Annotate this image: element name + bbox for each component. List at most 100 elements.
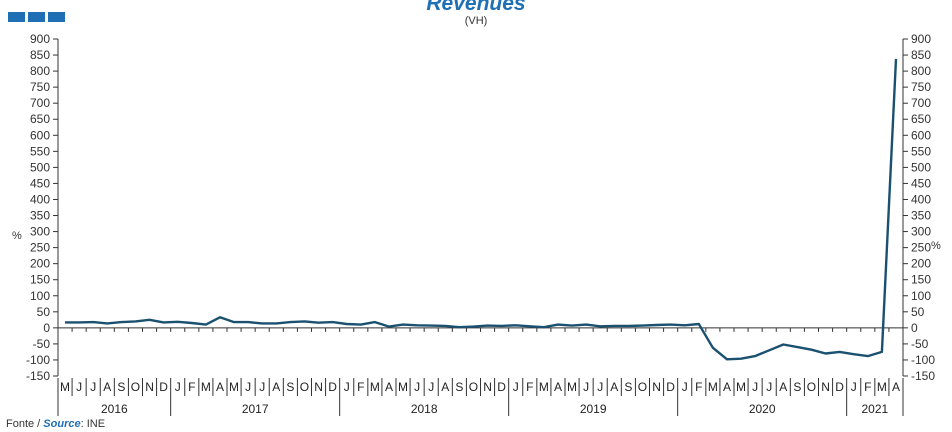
month-label: F [695,380,702,394]
month-label: J [583,380,589,394]
y-tick-label-right: 700 [911,96,931,110]
y-tick-label-right: 850 [911,48,931,62]
y-tick-label-right: 300 [911,225,931,239]
month-label: N [821,380,830,394]
source-suffix: : INE [80,418,106,430]
month-label: J [259,380,265,394]
month-label: J [414,380,420,394]
y-tick-label-left: 150 [30,273,50,287]
month-label: O [469,380,478,394]
chart-title: Revenues [426,0,526,15]
month-label: A [779,380,787,394]
y-tick-label-left: 800 [30,64,50,78]
month-label: M [539,380,549,394]
month-label: F [188,380,195,394]
y-tick-label-left: -100 [26,353,50,367]
year-label: 2020 [749,402,776,416]
month-label: S [793,380,801,394]
month-label: J [175,380,181,394]
y-tick-label-right: 750 [911,80,931,94]
y-tick-label-right: 100 [911,289,931,303]
logo-block [8,12,25,22]
y-axis-label-right: % [931,240,941,252]
month-label: D [666,380,675,394]
month-label: J [90,380,96,394]
month-label: D [159,380,168,394]
month-label: M [398,380,408,394]
y-tick-label-right: -100 [911,353,935,367]
month-label: A [441,380,449,394]
month-label: O [131,380,140,394]
month-label: M [60,380,70,394]
y-tick-label-right: 250 [911,241,931,255]
source-note: Fonte / Source: INE [6,418,105,430]
y-tick-label-right: 350 [911,209,931,223]
month-label: M [201,380,211,394]
year-label: 2016 [101,402,128,416]
y-tick-label-left: 350 [30,209,50,223]
y-tick-label-left: 600 [30,128,50,142]
month-label: S [455,380,463,394]
y-tick-label-right: 50 [911,305,925,319]
month-label: S [286,380,294,394]
source-prefix: Fonte / [6,418,44,430]
y-tick-label-left: 50 [37,305,51,319]
y-tick-label-left: 100 [30,289,50,303]
month-label: A [216,380,224,394]
y-tick-label-right: 900 [911,32,931,46]
month-label: J [682,380,688,394]
chart-subtitle: (VH) [464,15,488,27]
month-label: F [864,380,871,394]
y-tick-label-right: 450 [911,176,931,190]
month-label: M [877,380,887,394]
y-tick-label-left: 300 [30,225,50,239]
y-tick-label-right: 150 [911,273,931,287]
y-tick-label-right: 500 [911,160,931,174]
month-label: J [344,380,350,394]
month-label: M [229,380,239,394]
y-tick-label-left: -50 [33,337,51,351]
y-tick-label-left: 250 [30,241,50,255]
month-label: D [835,380,844,394]
y-tick-label-left: -150 [26,369,50,383]
y-tick-label-left: 850 [30,48,50,62]
y-tick-label-left: 750 [30,80,50,94]
month-label: A [554,380,562,394]
y-tick-label-right: -50 [911,337,929,351]
month-label: J [766,380,772,394]
month-label: A [610,380,618,394]
logo-block [48,12,65,22]
y-tick-label-right: -150 [911,369,935,383]
ine-logo [8,12,65,22]
month-label: M [736,380,746,394]
y-axis-label-left: % [12,230,22,242]
month-label: D [328,380,337,394]
month-label: O [300,380,309,394]
year-label: 2021 [861,402,888,416]
y-tick-label-right: 550 [911,144,931,158]
y-tick-label-left: 550 [30,144,50,158]
month-label: S [624,380,632,394]
year-label: 2018 [411,402,438,416]
y-tick-label-right: 200 [911,257,931,271]
month-label: J [752,380,758,394]
month-label: S [117,380,125,394]
month-label: M [567,380,577,394]
month-label: F [526,380,533,394]
month-label: M [370,380,380,394]
y-tick-label-left: 650 [30,112,50,126]
y-tick-label-left: 450 [30,176,50,190]
month-label: J [76,380,82,394]
month-label: O [638,380,647,394]
y-tick-label-left: 200 [30,257,50,271]
y-tick-label-right: 0 [911,321,918,335]
month-label: A [385,380,393,394]
y-tick-label-left: 900 [30,32,50,46]
month-label: J [597,380,603,394]
y-tick-label-left: 700 [30,96,50,110]
month-label: A [723,380,731,394]
year-label: 2017 [242,402,269,416]
y-tick-label-right: 650 [911,112,931,126]
month-label: J [245,380,251,394]
month-label: J [428,380,434,394]
